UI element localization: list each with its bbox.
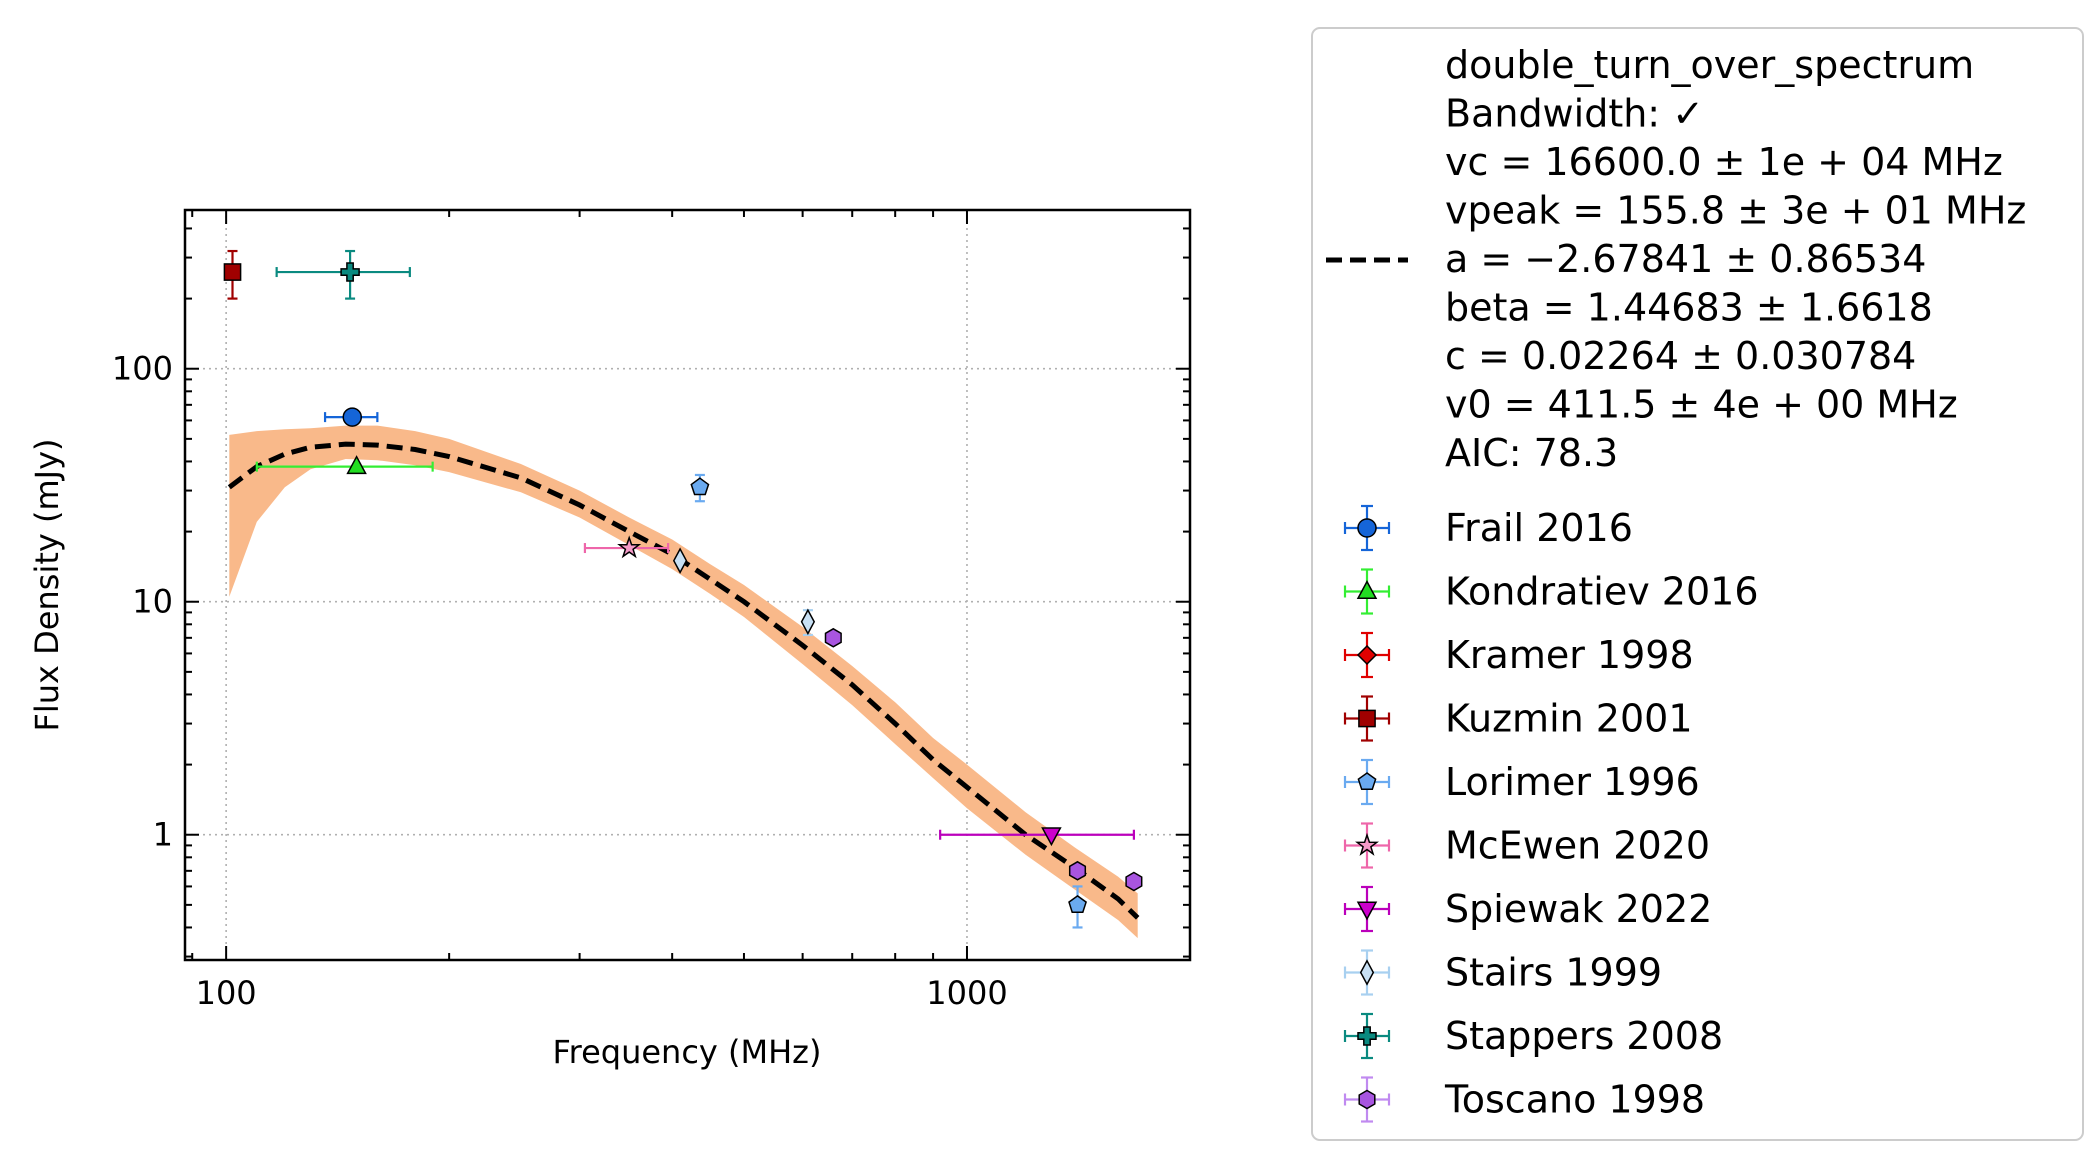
series-stappers-2008 <box>275 249 411 300</box>
plot-frame <box>183 208 1192 962</box>
legend: double_turn_over_spectrum Bandwidth: ✓vc … <box>1311 27 2084 1141</box>
data-point <box>340 262 360 282</box>
legend-label: Kuzmin 2001 <box>1445 697 1693 741</box>
legend-label: Stappers 2008 <box>1445 1014 1723 1058</box>
legend-fit-line: vpeak = 155.8 ± 3e + 01 MHz <box>1445 189 2026 233</box>
y-tick-label: 1 <box>153 816 173 854</box>
legend-label: Frail 2016 <box>1445 506 1633 550</box>
fit-uncertainty-band <box>229 425 1138 939</box>
legend-fit-entry: double_turn_over_spectrum Bandwidth: ✓vc … <box>1326 43 2026 475</box>
series-frail-2016 <box>323 407 379 427</box>
points-layer <box>223 249 1143 929</box>
series-toscano-1998 <box>824 627 1143 892</box>
fit-curve <box>227 441 1140 920</box>
y-tick-label: 10 <box>132 583 173 621</box>
legend-item-kramer-1998: Kramer 1998 <box>1343 631 1694 679</box>
legend-label: Toscano 1998 <box>1444 1078 1705 1122</box>
axes-layer: 100 1000 1 10 100 <box>112 208 1192 1012</box>
legend-marker <box>1357 1026 1377 1046</box>
legend-marker <box>1356 901 1378 921</box>
legend-marker <box>1355 832 1379 856</box>
data-point <box>223 263 242 281</box>
data-point <box>1041 827 1062 847</box>
legend-fit-line: vc = 16600.0 ± 1e + 04 MHz <box>1445 140 2003 184</box>
legend-item-mcewen-2020: McEwen 2020 <box>1343 822 1710 869</box>
legend-label: Kramer 1998 <box>1445 633 1694 677</box>
series-lorimer-1996 <box>690 473 1087 929</box>
y-axis-label: Flux Density (mJy) <box>28 438 66 731</box>
legend-frame <box>1311 27 2084 1141</box>
legend-label: Lorimer 1996 <box>1445 760 1700 804</box>
x-tick-label: 1000 <box>926 974 1007 1012</box>
legend-fit-line: c = 0.02264 ± 0.030784 <box>1445 334 1916 378</box>
series-spiewak-2022 <box>939 827 1136 847</box>
legend-item-stappers-2008: Stappers 2008 <box>1343 1012 1723 1060</box>
legend-marker <box>1358 1089 1376 1110</box>
legend-label: Spiewak 2022 <box>1445 887 1712 931</box>
data-point <box>800 608 816 636</box>
data-point <box>342 407 363 427</box>
data-point <box>1068 894 1087 913</box>
series-kondratiev-2016 <box>255 455 434 475</box>
legend-fit-line: AIC: 78.3 <box>1445 431 1618 475</box>
legend-marker <box>1356 580 1378 600</box>
legend-fit-line: beta = 1.44683 ± 1.6618 <box>1445 286 1933 330</box>
legend-marker <box>1356 644 1378 666</box>
data-point <box>690 477 710 496</box>
x-axis-label: Frequency (MHz) <box>553 1033 822 1071</box>
legend-fit-line: v0 = 411.5 ± 4e + 00 MHz <box>1445 383 1958 427</box>
legend-marker <box>1358 709 1376 728</box>
series-mcewen-2020 <box>583 535 670 559</box>
legend-marker <box>1359 959 1375 986</box>
legend-label: Kondratiev 2016 <box>1445 570 1759 614</box>
legend-item-frail-2016: Frail 2016 <box>1343 504 1633 552</box>
legend-marker <box>1357 518 1377 538</box>
legend-marker <box>1357 772 1377 791</box>
legend-fit-line: double_turn_over_spectrum <box>1445 43 1974 87</box>
legend-item-lorimer-1996: Lorimer 1996 <box>1343 758 1700 806</box>
data-point <box>346 455 367 475</box>
legend-item-kondratiev-2016: Kondratiev 2016 <box>1343 568 1759 615</box>
x-tick-label: 100 <box>196 974 257 1012</box>
legend-item-kuzmin-2001: Kuzmin 2001 <box>1343 695 1693 742</box>
legend-item-stairs-1999: Stairs 1999 <box>1343 949 1662 996</box>
legend-series-entries: Frail 2016 Kondratiev 2016 Kramer 1998 Kuzm… <box>1343 504 1759 1123</box>
legend-fit-line: a = −2.67841 ± 0.86534 <box>1445 237 1926 281</box>
series-stairs-1999 <box>672 547 816 637</box>
data-point <box>672 547 688 574</box>
legend-label: McEwen 2020 <box>1445 824 1710 868</box>
legend-fit-line: Bandwidth: ✓ <box>1445 92 1704 136</box>
data-point <box>617 535 642 559</box>
series-kuzmin-2001 <box>223 249 242 300</box>
legend-item-spiewak-2022: Spiewak 2022 <box>1343 885 1712 933</box>
data-point <box>1125 871 1143 892</box>
data-point <box>1068 860 1087 881</box>
legend-label: Stairs 1999 <box>1445 951 1662 995</box>
y-tick-label: 100 <box>112 350 173 388</box>
data-point <box>824 627 842 648</box>
fit-layer <box>227 425 1140 939</box>
legend-item-toscano-1998: Toscano 1998 <box>1343 1076 1705 1123</box>
